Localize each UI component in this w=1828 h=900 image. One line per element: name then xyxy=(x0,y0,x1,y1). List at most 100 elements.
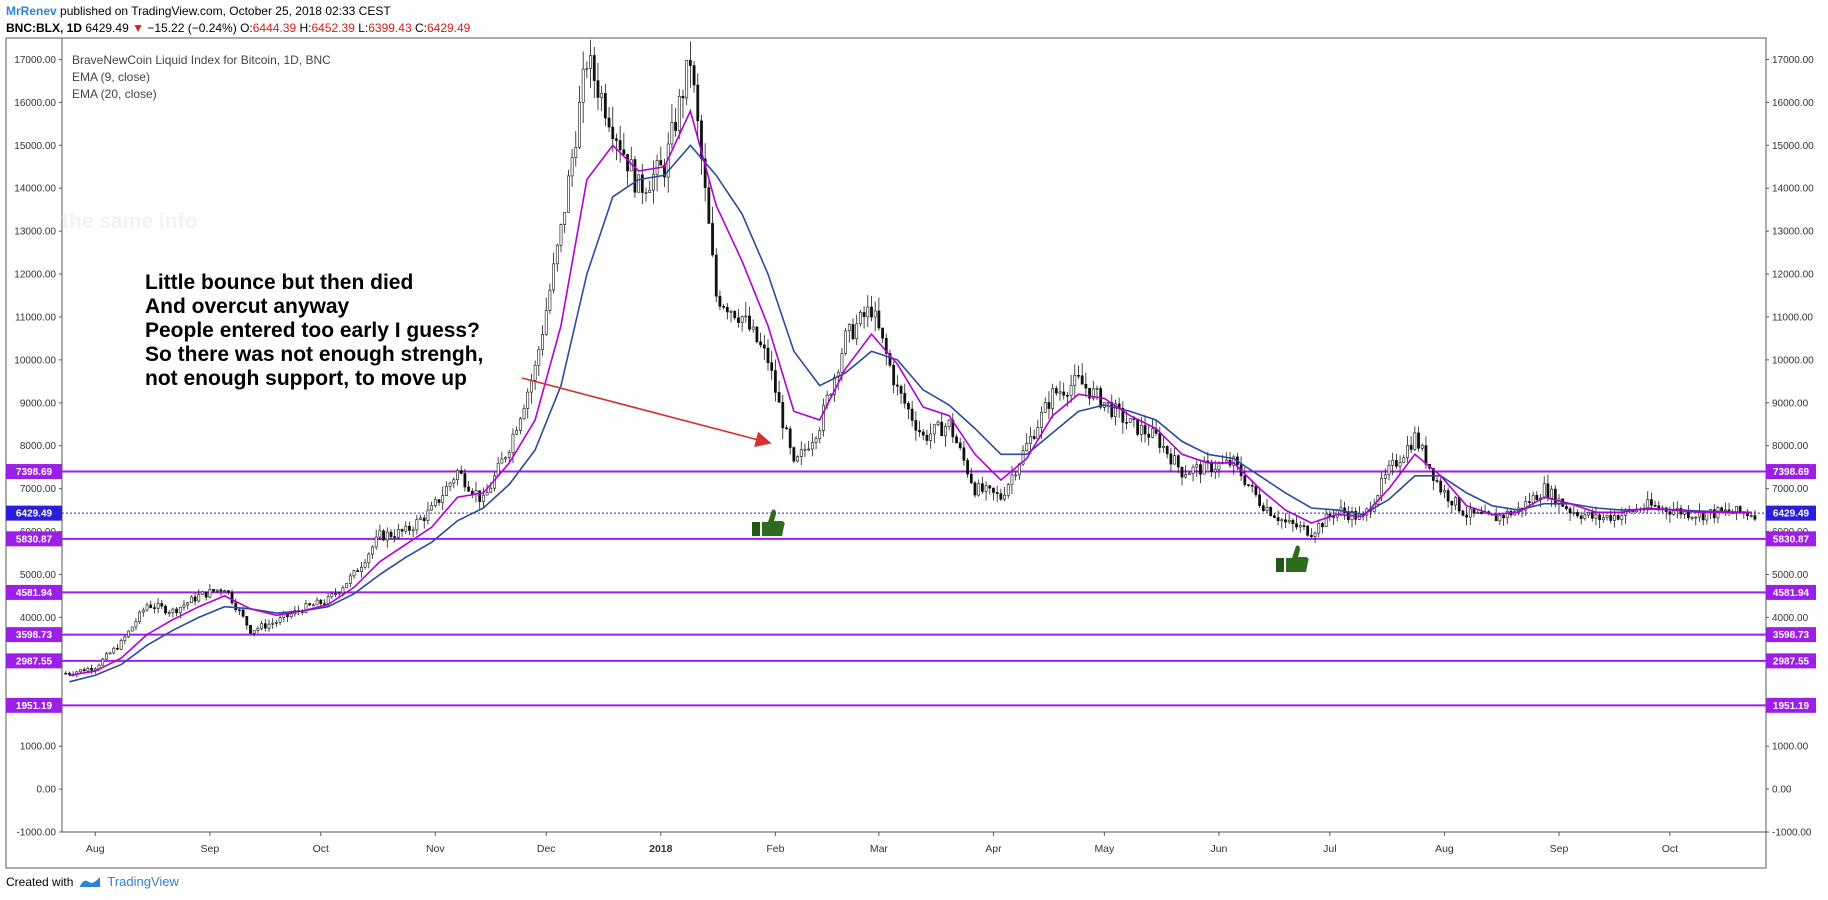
candle-body xyxy=(1528,501,1531,504)
x-tick-label: Feb xyxy=(766,843,784,855)
candle-body xyxy=(204,591,208,598)
candle-body xyxy=(86,667,90,672)
candle-body xyxy=(652,173,655,191)
candle-body xyxy=(1265,507,1269,512)
annotation-line: So there was not enough strengh, xyxy=(145,343,483,366)
y-tick-label: 1000.00 xyxy=(1772,742,1809,753)
y-tick-label: 7000.00 xyxy=(1772,484,1809,495)
candle-body xyxy=(1040,412,1043,428)
candle-body xyxy=(733,310,737,319)
candle-body xyxy=(1406,444,1409,459)
candle-body xyxy=(326,596,330,605)
candle-body xyxy=(777,392,781,403)
candle-body xyxy=(1705,512,1709,521)
candle-body xyxy=(337,592,341,595)
high-label: H: xyxy=(299,21,312,35)
level-price-tag xyxy=(1766,653,1816,669)
candle-body xyxy=(729,310,733,313)
y-tick-label: -1000.00 xyxy=(17,828,57,839)
candle-body xyxy=(822,404,825,431)
candle-body xyxy=(1025,443,1029,452)
y-tick-label: 4000.00 xyxy=(1772,613,1809,624)
candle-body xyxy=(289,613,293,617)
candle-body xyxy=(1435,480,1439,482)
candle-body xyxy=(363,562,367,568)
candle-body xyxy=(478,490,482,502)
candle-body xyxy=(855,323,859,340)
candle-body xyxy=(208,589,212,598)
candle-body xyxy=(415,519,419,531)
level-price-tag xyxy=(1766,464,1816,480)
candle-body xyxy=(104,653,108,660)
candle-body xyxy=(518,418,522,431)
candle-body xyxy=(1224,459,1228,463)
candle-body xyxy=(241,609,245,617)
level-price-label: 2987.55 xyxy=(1773,656,1810,667)
level-price-label: 3598.73 xyxy=(16,630,53,641)
y-tick-label: 11000.00 xyxy=(15,312,56,323)
candle-body xyxy=(367,553,371,564)
candle-body xyxy=(352,570,356,577)
candle-body xyxy=(799,449,803,457)
candles xyxy=(64,39,1757,678)
candle-body xyxy=(452,479,456,484)
candle-body xyxy=(1749,515,1753,517)
level-price-tag xyxy=(1766,627,1816,643)
candle-body xyxy=(759,341,763,346)
candle-body xyxy=(615,138,618,141)
candle-body xyxy=(252,630,256,634)
x-tick-label: Oct xyxy=(1662,843,1678,855)
y-tick-label: 14000.00 xyxy=(1772,184,1814,195)
candle-body xyxy=(1546,483,1550,499)
candle-body xyxy=(1254,485,1258,496)
candle-body xyxy=(592,55,596,81)
x-tick-label: May xyxy=(1094,843,1115,855)
candle-body xyxy=(980,483,984,492)
candle-body xyxy=(1073,374,1077,386)
candle-body xyxy=(274,622,278,624)
y-tick-label: 0.00 xyxy=(1772,785,1792,796)
y-tick-label: 14000.00 xyxy=(14,184,56,195)
candle-body xyxy=(1598,514,1602,521)
x-tick-label: Aug xyxy=(1435,843,1454,855)
candle-body xyxy=(859,312,862,325)
y-tick-label: 15000.00 xyxy=(14,141,56,152)
candle-body xyxy=(437,499,441,503)
tradingview-link[interactable]: TradingView xyxy=(107,874,179,889)
candle-body xyxy=(189,596,193,603)
candle-body xyxy=(334,593,337,595)
candle-body xyxy=(796,456,799,462)
tradingview-logo-icon[interactable] xyxy=(79,875,101,889)
candle-body xyxy=(1128,418,1132,423)
candle-body xyxy=(1572,512,1576,514)
candle-body xyxy=(393,536,397,538)
horizontal-levels[interactable]: 7398.69 7398.69 6429.49 6429.49 5830.87 5830.… xyxy=(6,464,1816,713)
y-tick-label: 17000.00 xyxy=(1772,55,1814,66)
candle-body xyxy=(711,223,714,256)
candle-body xyxy=(670,122,674,145)
y-tick-label: 15000.00 xyxy=(1772,141,1814,152)
candle-body xyxy=(1021,450,1025,465)
candle-body xyxy=(463,473,467,488)
candle-body xyxy=(1169,453,1173,465)
candle-body xyxy=(1576,512,1579,517)
author-link[interactable]: MrRenev xyxy=(6,4,57,18)
candle-body xyxy=(256,627,260,631)
candle-body xyxy=(1601,517,1605,521)
candle-body xyxy=(504,457,507,460)
candle-body xyxy=(1272,515,1276,518)
candle-body xyxy=(360,566,363,573)
y-tick-label: 5000.00 xyxy=(1772,570,1809,581)
candle-body xyxy=(1032,436,1036,439)
y-tick-label: 10000.00 xyxy=(14,355,56,366)
y-tick-label: 1000.00 xyxy=(20,742,57,753)
x-tick-label: Nov xyxy=(426,843,445,855)
candle-body xyxy=(127,630,130,638)
annotation-line: not enough support, to move up xyxy=(145,367,467,390)
candle-body xyxy=(271,622,275,625)
candle-body xyxy=(1309,534,1313,538)
publish-line: MrRenev published on TradingView.com, Oc… xyxy=(6,4,391,18)
candle-body xyxy=(637,174,641,193)
candle-body xyxy=(936,421,940,425)
